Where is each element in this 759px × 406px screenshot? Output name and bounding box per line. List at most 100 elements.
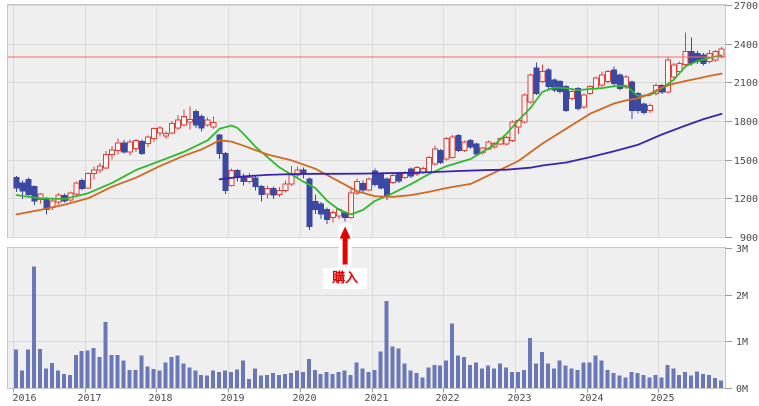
candle-down	[616, 74, 623, 89]
volume-bar	[581, 362, 586, 388]
candle-down	[634, 93, 641, 112]
volume-bar	[641, 374, 646, 388]
volume-bar	[390, 346, 395, 388]
volume-bar	[187, 367, 192, 388]
candle-up	[509, 121, 516, 142]
candle-down	[216, 134, 223, 155]
x-axis-year-label: 2016	[12, 393, 36, 404]
candle-up	[521, 94, 528, 123]
volume-bar	[527, 338, 532, 388]
x-axis-year-label: 2024	[579, 393, 603, 404]
volume-bar	[492, 368, 496, 388]
candle-up	[431, 148, 438, 165]
volume-bar	[127, 369, 132, 388]
volume-bar	[73, 354, 78, 388]
x-axis-year-label: 2017	[77, 393, 101, 404]
candle-up	[150, 128, 157, 139]
volume-bar	[294, 370, 299, 388]
price-axis-label: 2700	[734, 1, 758, 12]
candle-down	[121, 142, 128, 153]
volume-bar	[539, 352, 544, 388]
volume-bar	[306, 359, 311, 388]
volume-bar	[599, 360, 604, 388]
candle-up	[133, 139, 139, 150]
candle-up	[180, 115, 187, 126]
candle-up	[676, 62, 683, 73]
volume-bar	[408, 370, 413, 388]
volume-axis-label: 2M	[736, 291, 748, 302]
volume-bar	[623, 377, 628, 388]
x-axis-year-label: 2018	[148, 393, 172, 404]
candle-up	[366, 178, 373, 191]
candle-up	[581, 94, 588, 108]
x-axis-year-label: 2025	[650, 393, 674, 404]
volume-bar	[605, 369, 610, 388]
candle-up	[103, 154, 110, 169]
candle-down	[377, 173, 384, 189]
volume-bar	[671, 368, 676, 388]
volume-bar	[49, 362, 54, 388]
candle-up	[622, 76, 629, 88]
price-axis-label: 1500	[734, 156, 758, 167]
volume-bar	[366, 372, 371, 388]
candle-down	[324, 208, 331, 221]
volume-bar	[384, 301, 389, 388]
candle-down	[13, 177, 20, 189]
candle-up	[282, 183, 289, 191]
candle-up	[91, 169, 98, 175]
candle-down	[640, 103, 647, 113]
candle-down	[467, 139, 474, 148]
candle-up	[354, 181, 361, 194]
candle-up	[569, 91, 576, 99]
volume-bar	[713, 378, 718, 388]
candle-down	[258, 186, 265, 195]
long-term-moving-average-line	[218, 113, 723, 181]
volume-bar	[503, 367, 508, 388]
volume-bar	[288, 373, 293, 388]
x-axis-year-label: 2023	[507, 393, 531, 404]
volume-bar	[563, 365, 568, 388]
volume-bar	[360, 368, 365, 388]
volume-bar	[247, 379, 252, 388]
buy-arrow-icon	[339, 226, 351, 265]
volume-bar	[121, 360, 126, 388]
volume-bar	[282, 374, 287, 388]
volume-bar	[336, 372, 341, 388]
candle-up	[73, 182, 80, 195]
volume-bar	[414, 373, 419, 388]
volume-bar	[515, 372, 520, 388]
volume-bar	[330, 374, 335, 388]
candle-down	[25, 179, 32, 195]
candle-down	[312, 200, 319, 210]
candle-down	[192, 110, 199, 126]
candle-up	[593, 77, 600, 89]
volume-bar	[342, 370, 347, 388]
volume-bar	[420, 377, 425, 388]
candle-up	[599, 74, 606, 86]
volume-bar	[456, 355, 461, 388]
candle-down	[628, 81, 635, 112]
candle-up	[210, 121, 217, 128]
candle-up	[115, 142, 122, 151]
volume-axis-label: 3M	[736, 244, 748, 255]
volume-bar	[37, 348, 42, 388]
volume-bar	[241, 360, 246, 388]
candle-up	[503, 136, 510, 145]
mid-term-moving-average-line	[15, 72, 723, 216]
volume-axis-label: 1M	[736, 337, 748, 348]
candle-up	[144, 136, 151, 144]
volume-bar	[91, 347, 96, 388]
volume-bar	[31, 266, 36, 388]
x-axis-year-label: 2021	[364, 393, 388, 404]
volume-bar	[139, 355, 144, 388]
candle-down	[611, 69, 617, 84]
candle-up	[246, 176, 253, 183]
price-axis-label: 1200	[734, 194, 758, 205]
volume-bar	[103, 322, 108, 388]
volume-bar	[115, 354, 120, 388]
x-axis-year-label: 2019	[220, 393, 244, 404]
volume-bar	[474, 362, 479, 388]
volume-bar	[557, 360, 562, 388]
volume-bar	[163, 362, 168, 388]
